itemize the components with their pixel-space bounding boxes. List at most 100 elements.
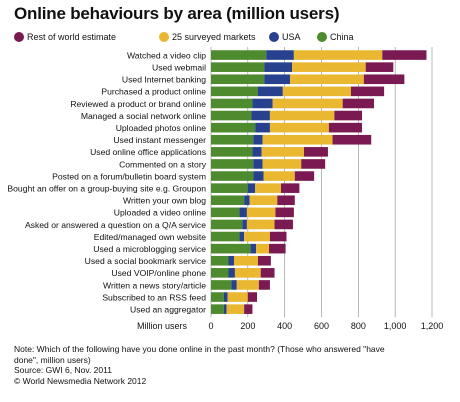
bar-segment-china <box>211 74 265 85</box>
category-label: Used a social bookmark service <box>85 256 207 266</box>
bar-segment-surveyed-markets <box>234 255 258 266</box>
bar-segment-surveyed-markets <box>249 195 278 206</box>
bar-segment-surveyed-markets <box>290 74 364 85</box>
note-source: Source: GWI 6, Nov. 2011 <box>14 365 112 376</box>
bar-segment-china <box>211 195 245 206</box>
category-label: Reviewed a product or brand online <box>70 99 206 109</box>
bar-segment-surveyed-markets <box>263 171 295 181</box>
bar-segment-rest-of-world <box>269 231 287 242</box>
x-tick-label: 400 <box>277 321 292 331</box>
bar-segment-usa <box>264 62 293 72</box>
category-label: Used Internet banking <box>122 75 206 85</box>
bar-segment-china <box>211 219 243 230</box>
bar-segment-usa <box>223 292 228 302</box>
bar-segment-china <box>211 122 256 133</box>
category-label: Written a news story/article <box>103 280 206 290</box>
bar-segment-rest-of-world <box>280 183 300 193</box>
bar-segment-usa <box>244 195 250 206</box>
bar-segment-china <box>211 86 258 97</box>
x-axis-label: Million users <box>137 321 188 331</box>
category-label: Used VOIP/online phone <box>111 268 206 278</box>
legend-swatch-usa <box>269 32 279 42</box>
bar-segment-china <box>211 243 251 254</box>
category-label: Commented on a story <box>119 159 207 169</box>
bar-segment-usa <box>252 98 273 109</box>
bar-segment-usa <box>266 50 294 60</box>
bar-segment-usa <box>264 74 291 85</box>
bar-segment-usa <box>255 122 270 133</box>
bar-segment-usa <box>253 159 263 169</box>
bar-segment-china <box>211 147 253 157</box>
bar-segment-china <box>211 159 254 169</box>
bar-segment-usa <box>228 268 235 278</box>
bar-segment-rest-of-world <box>328 122 363 133</box>
bar-segment-china <box>211 292 224 302</box>
bar-segment-rest-of-world <box>304 147 328 157</box>
bar-segment-rest-of-world <box>294 171 315 181</box>
bar-segment-china <box>211 110 252 121</box>
category-label: Asked or answered a question on a Q/A se… <box>25 220 206 230</box>
legend-label-rest-of-world: Rest of world estimate <box>27 32 117 42</box>
bar-segment-rest-of-world <box>269 243 286 254</box>
legend-label-surveyed-markets: 25 surveyed markets <box>172 32 256 42</box>
bar-segment-surveyed-markets <box>246 207 276 218</box>
bar-segment-rest-of-world <box>301 159 326 169</box>
bar-segment-rest-of-world <box>332 134 372 145</box>
bar-segment-rest-of-world <box>277 195 295 206</box>
bar-segment-surveyed-markets <box>272 98 343 109</box>
chart-title: Online behaviours by area (million users… <box>14 4 340 23</box>
bar-segment-rest-of-world <box>257 255 271 266</box>
bar-segment-rest-of-world <box>365 62 394 72</box>
x-tick-label: 1,200 <box>421 321 444 331</box>
bar-segment-usa <box>223 304 227 314</box>
bar-segment-surveyed-markets <box>282 86 351 97</box>
bar-segment-rest-of-world <box>258 280 270 290</box>
x-tick-label: 200 <box>240 321 255 331</box>
category-label: Edited/managed own website <box>94 232 206 242</box>
bar-segment-usa <box>239 231 245 242</box>
bar-segment-china <box>211 304 224 314</box>
category-label: Used webmail <box>152 62 206 72</box>
bar-segment-china <box>211 171 254 181</box>
bar-segment-usa <box>252 147 262 157</box>
bar-segment-usa <box>251 110 270 121</box>
x-tick-label: 800 <box>351 321 366 331</box>
category-label: Used a microblogging service <box>93 244 206 254</box>
legend-swatch-surveyed-markets <box>159 32 169 42</box>
bar-segment-surveyed-markets <box>293 50 383 60</box>
bar-segment-surveyed-markets <box>261 147 305 157</box>
bar-segment-surveyed-markets <box>256 243 270 254</box>
bar-segment-rest-of-world <box>244 304 253 314</box>
bar-chart-plot: 0 200 400 600 800 1,000 1,200 Million users Watc… <box>7 47 444 331</box>
category-label: Used an aggregator <box>130 304 206 314</box>
category-label: Uploaded a video online <box>114 208 206 218</box>
legend-label-china: China <box>330 32 354 42</box>
bar-segment-surveyed-markets <box>255 183 281 193</box>
x-tick-label: 1,000 <box>384 321 407 331</box>
bar-segment-usa <box>231 280 237 290</box>
category-label: Purchased a product online <box>101 87 206 97</box>
bar-segment-china <box>211 134 254 145</box>
category-label: Managed a social network online <box>81 111 206 121</box>
bar-segment-usa <box>253 134 263 145</box>
bar-segment-china <box>211 62 265 72</box>
bar-segment-usa <box>247 183 256 193</box>
note-question-line-1: Note: Which of the following have you do… <box>14 344 385 354</box>
note-copyright: © World Newsmedia Network 2012 <box>14 375 147 386</box>
bar-segment-rest-of-world <box>363 74 405 85</box>
x-tick-label: 600 <box>314 321 329 331</box>
bar-segment-rest-of-world <box>274 219 293 230</box>
legend-label-usa: USA <box>282 32 301 42</box>
category-label: Used online office applications <box>90 147 206 157</box>
category-label: Posted on a forum/bulletin board system <box>52 171 206 181</box>
bar-segment-surveyed-markets <box>262 159 302 169</box>
chart-notes: Note: Which of the following have you do… <box>14 344 454 386</box>
bar-segment-usa <box>228 255 235 266</box>
bar-segment-china <box>211 231 240 242</box>
bar-segment-rest-of-world <box>342 98 374 109</box>
bar-segment-surveyed-markets <box>234 268 261 278</box>
category-label: Bought an offer on a group-buying site e… <box>7 183 206 193</box>
bar-segment-surveyed-markets <box>292 62 366 72</box>
category-label: Uploaded photos online <box>116 123 207 133</box>
